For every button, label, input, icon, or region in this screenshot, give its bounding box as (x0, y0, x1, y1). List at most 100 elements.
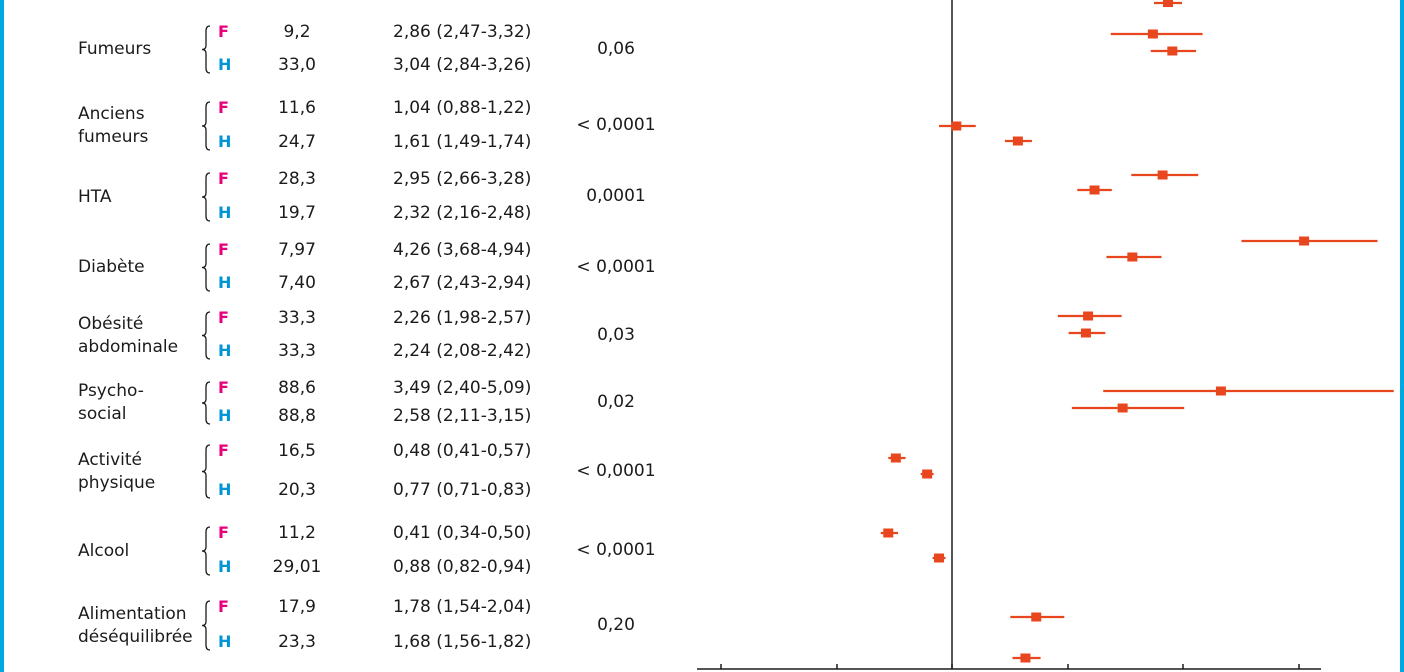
sex-label-female: F (218, 378, 229, 397)
odds-ratio-point (1080, 328, 1091, 338)
group-label: abdominale (78, 336, 179, 357)
odds-ratio-point (1127, 252, 1138, 262)
odds-ratio-point (890, 453, 901, 463)
odds-ratio-value: 0,77 (0,71-0,83) (393, 480, 532, 500)
group-brace (201, 172, 211, 222)
prevalence-value: 7,40 (278, 273, 316, 293)
sex-label-male: H (218, 341, 232, 360)
p-value: 0,0001 (586, 186, 646, 206)
prevalence-value: 88,8 (278, 406, 316, 426)
prevalence-value: 29,01 (272, 557, 322, 577)
odds-ratio-value: 2,95 (2,66-3,28) (393, 169, 532, 189)
odds-ratio-value: 2,24 (2,08-2,42) (393, 341, 532, 361)
odds-ratio-value: 1,61 (1,49-1,74) (393, 132, 532, 152)
sex-label-male: H (218, 273, 232, 292)
group-brace (201, 381, 211, 425)
prevalence-value: 9,2 (283, 22, 311, 42)
p-value: < 0,0001 (576, 540, 656, 560)
sex-label-female: F (218, 441, 229, 460)
odds-ratio-point (922, 469, 933, 479)
sex-label-male: H (218, 203, 232, 222)
prevalence-value: 17,9 (278, 597, 316, 617)
odds-ratio-point (1299, 236, 1310, 246)
group-label: HTA (78, 186, 112, 207)
prevalence-value: 24,7 (278, 132, 316, 152)
prevalence-value: 7,97 (278, 240, 316, 260)
sex-label-female: F (218, 240, 229, 259)
odds-ratio-value: 2,58 (2,11-3,15) (393, 406, 532, 426)
odds-ratio-value: 2,26 (1,98-2,57) (393, 308, 532, 328)
odds-ratio-value: 2,86 (2,47-3,32) (393, 22, 532, 42)
prevalence-value: 88,6 (278, 378, 316, 398)
odds-ratio-value: 1,78 (1,54-2,04) (393, 597, 532, 617)
group-label: Activité (78, 449, 142, 470)
odds-ratio-value: 0,88 (0,82-0,94) (393, 557, 532, 577)
group-brace (201, 526, 211, 576)
p-value: 0,02 (597, 392, 635, 412)
sex-label-male: H (218, 480, 232, 499)
sex-label-female: F (218, 169, 229, 188)
odds-ratio-value: 3,04 (2,84-3,26) (393, 55, 532, 75)
odds-ratio-point (934, 553, 945, 563)
prevalence-value: 16,5 (278, 441, 316, 461)
prevalence-value: 33,3 (278, 341, 316, 361)
prevalence-value: 28,3 (278, 169, 316, 189)
group-brace (201, 600, 211, 651)
odds-ratio-value: 2,32 (2,16-2,48) (393, 203, 532, 223)
group-label: fumeurs (78, 127, 149, 147)
sex-label-male: H (218, 132, 232, 151)
group-label: Alcool (78, 540, 130, 561)
group-label: Diabète (78, 257, 145, 277)
odds-ratio-value: 0,48 (0,41-0,57) (393, 441, 532, 461)
sex-label-male: H (218, 557, 232, 576)
odds-ratio-point (883, 528, 894, 538)
odds-ratio-value: 1,04 (0,88-1,22) (393, 98, 532, 118)
group-brace (201, 25, 211, 74)
sex-label-male: H (218, 55, 232, 74)
sex-label-female: F (218, 523, 229, 542)
group-brace (201, 101, 211, 151)
group-brace (201, 243, 211, 292)
odds-ratio-point (1083, 311, 1094, 321)
odds-ratio-point (1157, 170, 1168, 180)
sex-label-female: F (218, 98, 229, 117)
group-label: physique (78, 472, 156, 493)
odds-ratio-point (1167, 46, 1178, 56)
p-value: < 0,0001 (576, 460, 656, 481)
group-label: Psycho- (78, 381, 144, 401)
sex-label-female: F (218, 22, 229, 41)
sex-label-male: H (218, 632, 232, 651)
odds-ratio-point (1012, 136, 1023, 146)
odds-ratio-value: 4,26 (3,68-4,94) (393, 240, 532, 260)
prevalence-value: 19,7 (278, 203, 316, 223)
p-value: 0,03 (597, 324, 635, 345)
odds-ratio-point (1117, 403, 1128, 413)
p-value: 0,06 (597, 38, 635, 59)
odds-ratio-point (1147, 29, 1158, 39)
p-value: < 0,0001 (576, 256, 656, 277)
prevalence-value: 20,3 (278, 480, 316, 500)
odds-ratio-value: 0,41 (0,34-0,50) (393, 523, 532, 543)
odds-ratio-point (1215, 386, 1226, 396)
sex-label-male: H (218, 406, 232, 425)
odds-ratio-point (1163, 0, 1173, 7)
odds-ratio-value: 2,67 (2,43-2,94) (393, 273, 532, 293)
group-label: social (78, 404, 127, 424)
group-brace (201, 311, 211, 360)
group-label: Alimentation (78, 603, 187, 624)
sex-label-female: F (218, 308, 229, 327)
prevalence-value: 11,6 (278, 98, 316, 118)
group-label: déséquilibrée (78, 626, 193, 647)
odds-ratio-point (1020, 653, 1031, 663)
odds-ratio-point (951, 121, 962, 131)
prevalence-value: 11,2 (278, 523, 316, 543)
group-label: Fumeurs (78, 39, 152, 59)
group-brace (201, 444, 211, 499)
odds-ratio-point (1031, 612, 1042, 622)
prevalence-value: 33,0 (278, 55, 316, 75)
odds-ratio-value: 1,68 (1,56-1,82) (393, 632, 532, 652)
prevalence-value: 23,3 (278, 632, 316, 652)
group-label: Anciens (78, 104, 145, 124)
